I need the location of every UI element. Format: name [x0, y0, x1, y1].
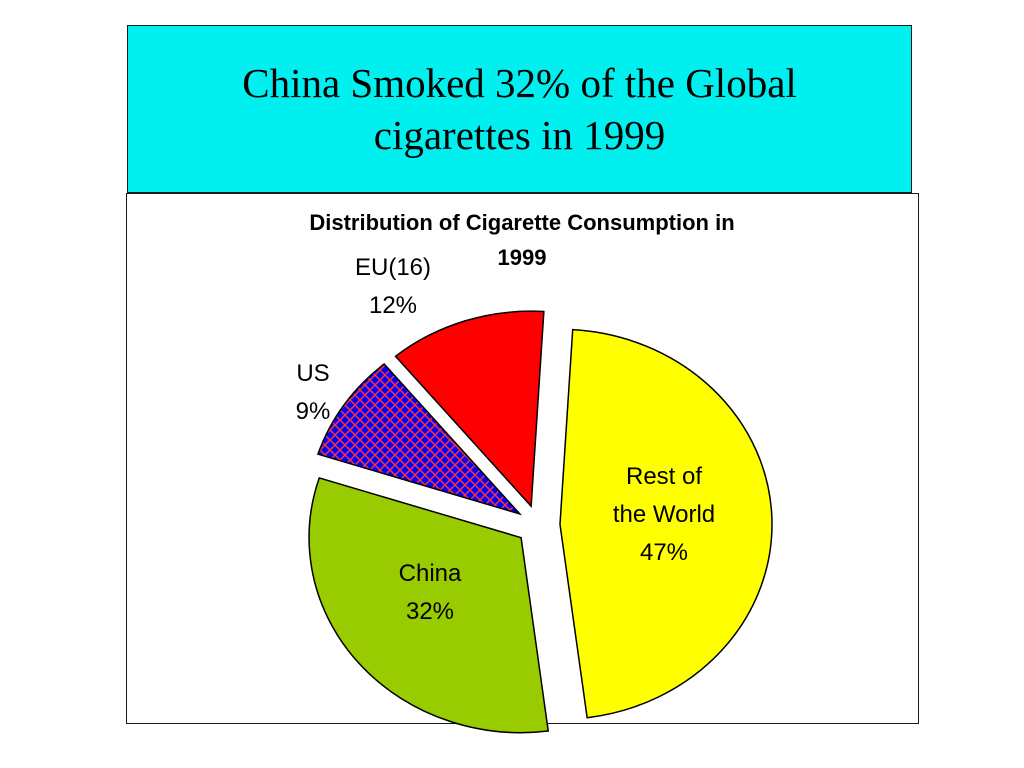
- chart-title-line-1: Distribution of Cigarette Consumption in: [309, 210, 734, 235]
- slide-title: China Smoked 32% of the Global cigarette…: [200, 57, 840, 161]
- slide-title-line-1: China Smoked 32% of the Global: [242, 60, 797, 106]
- pie-slice-eu-16: [394, 310, 545, 509]
- title-panel: China Smoked 32% of the Global cigarette…: [127, 25, 912, 193]
- chart-title-line-2: 1999: [498, 245, 547, 270]
- slice-label-eu-16: EU(16) 12%: [355, 254, 431, 319]
- pie-slice-rest-of-the-world: [559, 328, 773, 719]
- pie-slice-china: [308, 477, 550, 734]
- slice-label-us: US 9%: [296, 360, 331, 425]
- pie-slice-us: [316, 363, 523, 516]
- slice-label-rest-of-the-world: Rest of the World 47%: [613, 463, 715, 566]
- slice-label-china: China 32%: [399, 560, 462, 625]
- slide-title-line-2: cigarettes in 1999: [373, 112, 666, 158]
